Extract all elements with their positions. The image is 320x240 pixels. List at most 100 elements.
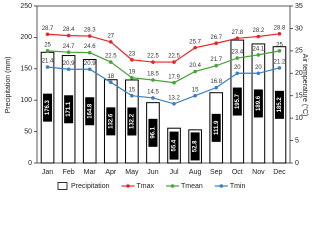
point — [108, 40, 113, 44]
bar-value-label: 55.4 — [172, 139, 178, 151]
bar-label-box — [106, 107, 116, 136]
point — [235, 56, 240, 60]
point — [66, 50, 71, 55]
x-tick-label: Feb — [63, 169, 75, 176]
bar-label-box — [85, 97, 95, 126]
bar-value-label: 52.8 — [193, 140, 199, 152]
point-value-label: 28.3 — [84, 28, 96, 34]
point-value-label: 21.2 — [274, 59, 286, 65]
point-value-label: 20.9 — [84, 61, 96, 67]
bar-label-box — [127, 107, 137, 136]
y-tick-label: 150 — [20, 66, 32, 73]
point-value-label: 24.1 — [253, 46, 265, 52]
point — [45, 65, 50, 69]
legend-label: Tmin — [230, 183, 246, 190]
point-value-label: 20.9 — [63, 61, 75, 67]
point-value-label: 25 — [44, 42, 51, 48]
point — [214, 41, 219, 46]
x-tick-label: Jul — [170, 169, 179, 176]
point-value-label: 25.7 — [189, 39, 201, 45]
y2-tick-label: 5 — [295, 137, 299, 144]
bar-label-box — [43, 93, 53, 122]
bar-label-box — [169, 131, 179, 160]
point — [235, 36, 240, 41]
point-value-label: 28.7 — [42, 26, 54, 32]
point — [108, 60, 113, 64]
point — [108, 80, 113, 85]
point — [87, 34, 92, 38]
chart: Precipitation (mm) Air temperature (°C) … — [5, 3, 309, 190]
point — [256, 71, 261, 76]
bar-label-box — [274, 90, 284, 119]
point — [193, 93, 197, 98]
point — [130, 58, 134, 62]
y-tick-label: 0 — [28, 160, 32, 167]
bar-value-label: 171.1 — [66, 101, 72, 117]
y-tick-label: 200 — [20, 34, 32, 41]
point — [277, 49, 282, 53]
point-value-label: 28.8 — [274, 25, 286, 31]
y2-tick-label: 35 — [295, 3, 303, 10]
point — [66, 67, 71, 72]
y-tick-label: 50 — [24, 128, 32, 135]
bar-value-label: 132.2 — [129, 113, 135, 129]
point-value-label: 28.2 — [253, 28, 265, 34]
bar-label-box — [211, 113, 221, 142]
point — [277, 32, 282, 36]
x-tick-label: Apr — [105, 169, 117, 176]
x-tick-label: Aug — [189, 169, 202, 176]
bar-label-box — [190, 132, 200, 161]
point — [172, 80, 176, 85]
y2-tick-label: 20 — [295, 70, 303, 77]
point — [66, 33, 71, 38]
point-value-label: 25 — [276, 42, 283, 48]
point — [214, 85, 219, 90]
point-value-label: 18 — [107, 74, 114, 80]
point — [193, 69, 197, 74]
y2-tick-label: 25 — [295, 48, 303, 55]
point-value-label: 13.2 — [168, 95, 180, 101]
legend-label: Precipitation — [71, 183, 110, 190]
point — [193, 45, 197, 50]
y2-tick-label: 10 — [295, 115, 303, 122]
point-value-label: 16.8 — [210, 79, 222, 85]
point — [172, 101, 176, 106]
legend-label: Tmax — [137, 183, 155, 190]
x-tick-label: Sep — [210, 169, 223, 176]
legend-label: Tmean — [181, 183, 203, 190]
legend-marker — [219, 184, 224, 188]
point-value-label: 15 — [192, 87, 199, 93]
point — [45, 32, 50, 37]
y2-tick-label: 15 — [295, 93, 303, 100]
legend-swatch — [57, 182, 68, 190]
y-tick-label: 100 — [20, 97, 32, 104]
y2-tick-label: 0 — [295, 160, 299, 167]
point-value-label: 21.7 — [210, 57, 222, 63]
point — [151, 96, 155, 100]
point-value-label: 22.5 — [105, 54, 117, 60]
x-tick-label: Nov — [252, 169, 265, 176]
line — [47, 33, 280, 63]
point — [172, 60, 176, 64]
bar-label-box — [253, 89, 263, 118]
y-axis-label: Precipitation (mm) — [5, 57, 12, 114]
point — [87, 50, 92, 55]
point-value-label: 18.5 — [147, 72, 159, 78]
legend-marker — [170, 184, 175, 188]
y-tick-label: 250 — [20, 3, 32, 10]
point-value-label: 24.7 — [63, 44, 75, 50]
point-value-label: 20.4 — [189, 63, 201, 69]
x-tick-label: May — [125, 169, 139, 176]
point — [277, 66, 282, 70]
point-value-label: 14.5 — [147, 90, 159, 96]
point-value-label: 20 — [255, 65, 262, 71]
bar-value-label: 111.9 — [214, 120, 220, 135]
x-tick-label: Oct — [232, 169, 243, 176]
point-value-label: 26.7 — [210, 35, 222, 41]
x-tick-label: Jun — [147, 169, 158, 176]
point-value-label: 22.5 — [168, 54, 180, 60]
bar-label-box — [64, 95, 74, 124]
bar-value-label: 132.6 — [108, 113, 114, 129]
point-value-label: 19 — [129, 69, 136, 75]
point — [151, 60, 155, 64]
